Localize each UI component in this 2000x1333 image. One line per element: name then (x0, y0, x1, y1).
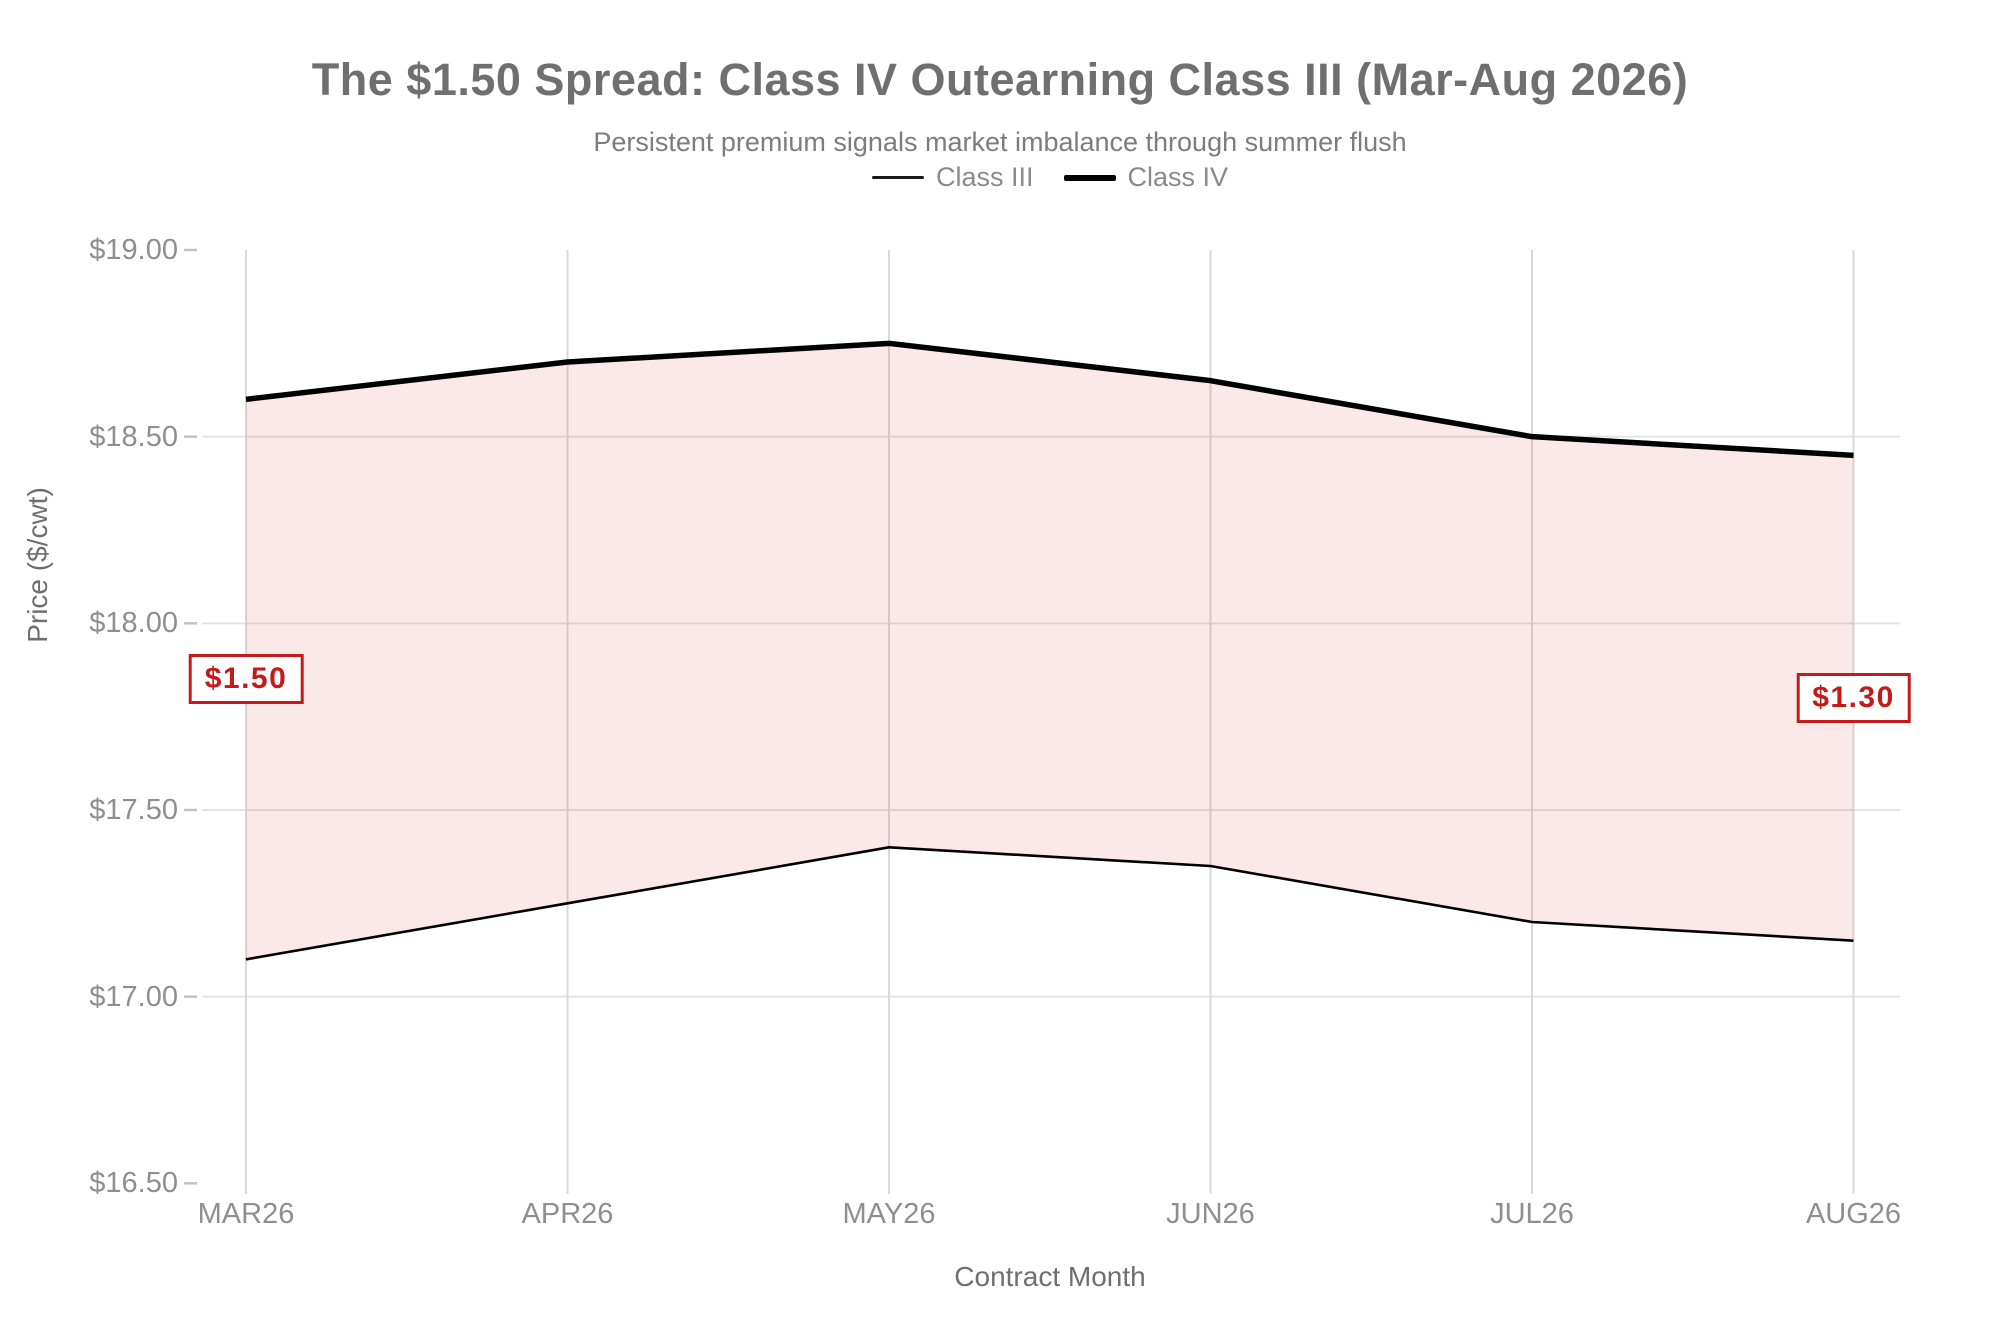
y-tick-label: $18.00 (89, 607, 178, 640)
y-axis-title: Price ($/cwt) (22, 487, 53, 643)
x-tick-label: APR26 (521, 1198, 614, 1230)
y-tick-label: $17.00 (89, 980, 178, 1013)
class-iv-line (245, 340, 1854, 459)
y-tick-label: $18.50 (89, 420, 178, 453)
x-tick-label: JUL26 (1490, 1198, 1574, 1230)
spread-band (246, 343, 1854, 960)
y-tick-label: $17.50 (89, 793, 178, 826)
y-tick-label: $16.50 (89, 1167, 178, 1200)
thin-line-swatch-icon (871, 176, 924, 179)
chart-subtitle: Persistent premium signals market imbala… (593, 127, 1407, 157)
legend-item-class-iv: Class IV (1063, 162, 1229, 193)
x-tick-label: MAR26 (197, 1198, 295, 1230)
legend-item-class-iii: Class III (871, 162, 1034, 193)
spread-annotation-end: $1.30 (1796, 672, 1911, 723)
legend-label-class-iii: Class III (935, 162, 1034, 192)
legend: Class III Class IV (246, 162, 1854, 193)
spread-annotation-start: $1.50 (188, 654, 304, 705)
thick-line-swatch-icon (1063, 174, 1116, 181)
chart-title: The $1.50 Spread: Class IV Outearning Cl… (311, 54, 1689, 105)
y-axis-tick-marks (184, 248, 197, 1185)
horizontal-gridlines (202, 435, 1900, 998)
legend-label-class-iv: Class IV (1127, 162, 1229, 192)
x-tick-label: AUG26 (1805, 1198, 1902, 1230)
x-tick-label: JUN26 (1166, 1198, 1255, 1230)
x-axis-title: Contract Month (954, 1261, 1146, 1292)
x-tick-label: MAY26 (842, 1198, 936, 1230)
y-tick-label: $19.00 (89, 234, 178, 266)
vertical-gridlines (245, 250, 1855, 1194)
class-iii-line (245, 846, 1854, 961)
